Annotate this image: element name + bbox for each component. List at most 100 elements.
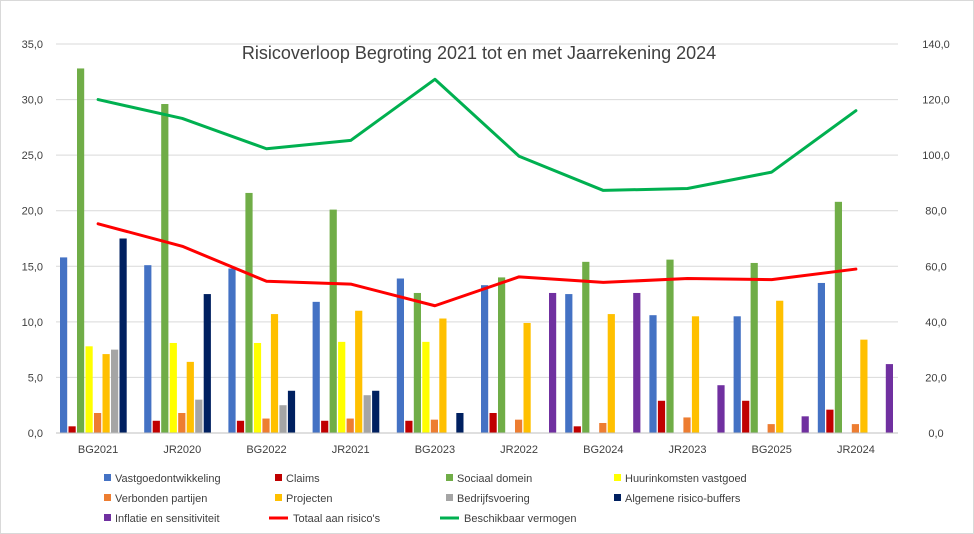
bar-projecten-jr2023 (691, 316, 700, 433)
bar-claims-bg2025 (742, 400, 750, 433)
bar-projecten-bg2021 (102, 354, 110, 433)
legend-label-projecten: Projecten (286, 493, 332, 505)
bar-claims-jr2023 (657, 400, 666, 433)
gridlines (56, 43, 898, 434)
legend-swatch-sociaal-domein (446, 474, 453, 481)
bar-verbonden-partijen-jr2024 (851, 424, 859, 433)
y-right-tick-label: 20,0 (925, 372, 946, 384)
bar-bedrijfsvoering-jr2021 (363, 395, 371, 433)
legend-label-beschikbaar-vermogen: Beschikbaar vermogen (464, 513, 577, 525)
y-left-tick-label: 15,0 (22, 261, 43, 273)
bar-sociaal-domein-jr2023 (666, 259, 674, 433)
bar-inflatie-en-sensitiviteit-bg2025 (801, 416, 809, 433)
legend-swatch-projecten (275, 494, 282, 501)
x-tick-label: JR2023 (669, 444, 707, 456)
bar-claims-bg2023 (405, 420, 413, 433)
y-left-tick-label: 0,0 (28, 428, 43, 440)
y-right-tick-label: 100,0 (922, 150, 950, 162)
bar-inflatie-en-sensitiviteit-jr2024 (885, 364, 893, 433)
legend-label-bedrijfsvoering: Bedrijfsvoering (457, 493, 530, 505)
bar-inflatie-en-sensitiviteit-bg2024 (633, 292, 641, 433)
y-left-tick-label: 30,0 (22, 95, 43, 107)
legend-label-sociaal-domein: Sociaal domein (457, 473, 532, 485)
bar-huurinkomsten-vastgoed-bg2023 (422, 341, 430, 433)
x-tick-label: JR2024 (837, 444, 875, 456)
y-right-tick-label: 80,0 (925, 206, 946, 218)
bar-claims-jr2020 (152, 420, 160, 433)
bar-verbonden-partijen-bg2021 (94, 412, 102, 433)
y-left-tick-label: 5,0 (28, 372, 43, 384)
bar-verbonden-partijen-bg2024 (599, 422, 607, 433)
legend: Vastgoedontwikkeling Claims Sociaal domein… (104, 473, 747, 525)
y-left-tick-label: 20,0 (22, 206, 43, 218)
legend-label-verbonden-partijen: Verbonden partijen (115, 493, 207, 505)
bar-bedrijfsvoering-bg2022 (279, 405, 287, 433)
legend-label-vastgoedontwikkeling: Vastgoedontwikkeling (115, 473, 221, 485)
bar-algemene-risico-buffers-bg2023 (456, 412, 464, 433)
x-tick-label: BG2023 (415, 444, 455, 456)
legend-swatch-vastgoedontwikkeling (104, 474, 111, 481)
bar-algemene-risico-buffers-bg2021 (119, 238, 127, 433)
bar-claims-jr2022 (489, 412, 497, 433)
bar-claims-bg2024 (573, 426, 581, 433)
bar-algemene-risico-buffers-jr2020 (203, 294, 211, 433)
line-beschikbaar-vermogen (96, 77, 858, 192)
bar-vastgoedontwikkeling-bg2022 (228, 268, 236, 433)
bar-projecten-jr2021 (355, 310, 363, 433)
y-right-tick-label: 140,0 (922, 39, 950, 51)
bar-projecten-bg2025 (776, 300, 784, 433)
bar-claims-bg2021 (68, 426, 76, 433)
bar-claims-bg2022 (236, 420, 245, 433)
bar-algemene-risico-buffers-jr2021 (372, 390, 380, 433)
x-tick-label: BG2025 (752, 444, 792, 456)
line-totaal-aan-risico-s (96, 222, 858, 308)
legend-swatch-claims (275, 474, 282, 481)
bar-sociaal-domein-jr2020 (161, 104, 169, 433)
x-tick-label: BG2021 (78, 444, 118, 456)
bar-projecten-bg2024 (607, 314, 615, 433)
bar-vastgoedontwikkeling-jr2020 (144, 265, 152, 433)
bar-inflatie-en-sensitiviteit-jr2023 (717, 385, 725, 433)
bar-verbonden-partijen-bg2025 (767, 424, 775, 433)
bar-verbonden-partijen-bg2022 (262, 418, 270, 433)
bar-sociaal-domein-bg2021 (77, 68, 85, 434)
x-tick-label: JR2021 (332, 444, 370, 456)
bar-verbonden-partijen-jr2022 (515, 419, 523, 433)
legend-label-inflatie-en-sensitiviteit: Inflatie en sensitiviteit (115, 513, 220, 525)
y-right-tick-label: 0,0 (928, 428, 943, 440)
bar-sociaal-domein-jr2024 (834, 201, 842, 433)
line-marks (96, 77, 858, 308)
y-right-tick-label: 40,0 (925, 317, 946, 329)
legend-label-huurinkomsten-vastgoed: Huurinkomsten vastgoed (625, 473, 747, 485)
bar-claims-jr2021 (321, 420, 329, 433)
legend-label-algemene-risico-buffers: Algemene risico-buffers (625, 493, 741, 505)
bar-claims-jr2024 (826, 409, 834, 433)
legend-swatch-algemene-risico-buffers (614, 494, 621, 501)
y-left-tick-label: 35,0 (22, 39, 43, 51)
bar-verbonden-partijen-jr2021 (346, 418, 354, 433)
x-tick-label: JR2022 (500, 444, 538, 456)
bar-bedrijfsvoering-jr2020 (195, 399, 203, 433)
bar-verbonden-partijen-jr2020 (178, 412, 186, 433)
bar-inflatie-en-sensitiviteit-jr2022 (549, 292, 557, 433)
chart-title: Risicoverloop Begroting 2021 tot en met … (242, 43, 716, 63)
y-left-tick-label: 25,0 (22, 150, 43, 162)
bar-vastgoedontwikkeling-jr2024 (817, 282, 825, 433)
y-right-tick-label: 120,0 (922, 95, 950, 107)
bar-sociaal-domein-jr2021 (329, 209, 337, 433)
bar-vastgoedontwikkeling-bg2025 (733, 316, 741, 433)
bar-projecten-jr2020 (186, 361, 194, 433)
bar-huurinkomsten-vastgoed-bg2022 (253, 342, 262, 433)
bar-vastgoedontwikkeling-bg2023 (396, 278, 404, 433)
y-right-tick-label: 60,0 (925, 261, 946, 273)
bar-sociaal-domein-bg2025 (750, 262, 758, 433)
legend-swatch-bedrijfsvoering (446, 494, 453, 501)
bar-bedrijfsvoering-bg2021 (111, 349, 119, 433)
bar-vastgoedontwikkeling-jr2021 (312, 301, 320, 433)
bar-projecten-bg2022 (270, 314, 279, 433)
bar-huurinkomsten-vastgoed-jr2021 (338, 341, 346, 433)
bar-huurinkomsten-vastgoed-bg2021 (85, 346, 93, 433)
bar-projecten-jr2022 (523, 322, 531, 433)
